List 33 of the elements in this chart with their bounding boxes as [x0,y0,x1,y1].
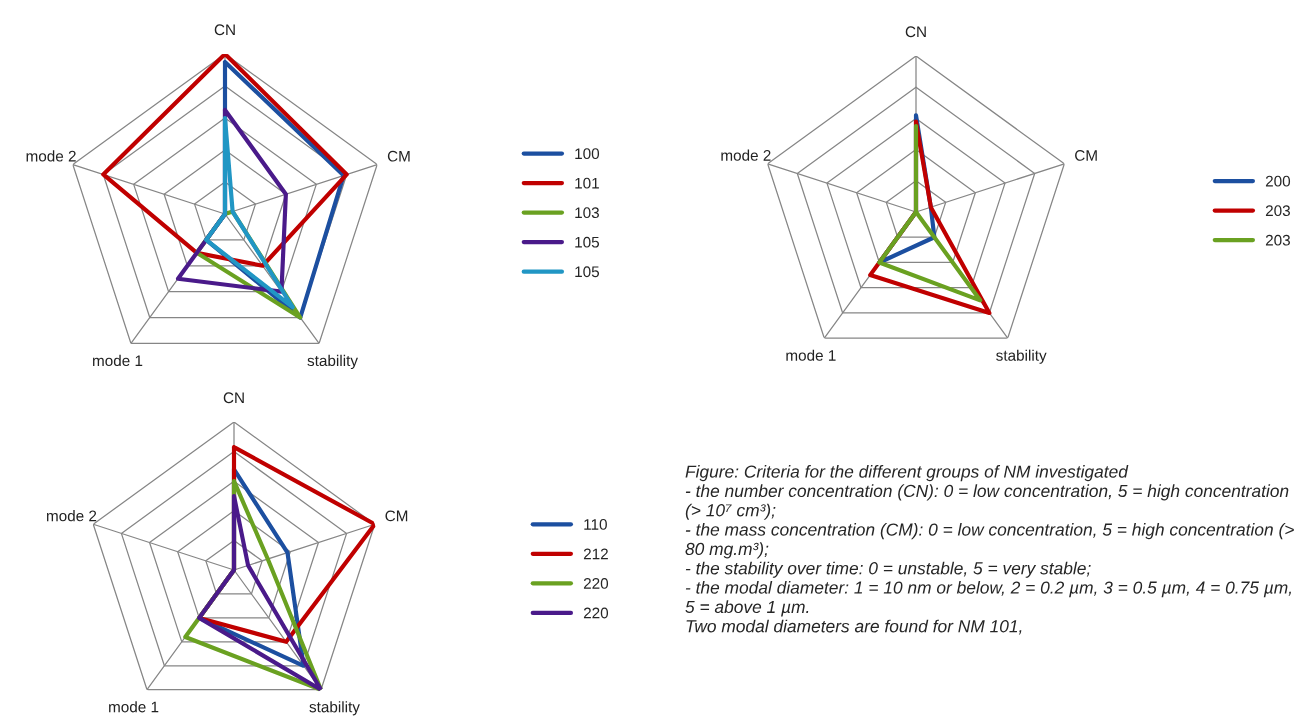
spoke-label: mode 2 [721,149,771,161]
legend-label: 110 [584,519,607,530]
legend-label: 212 [583,548,608,560]
legend-label: 200 [1265,175,1291,187]
text: Figure: Criteria for the different groups of NM investigated [685,465,1129,482]
text: - the number concentration (CN): 0 = low concentration, 5 = high concentration (> 10⁷ cm³); [685,484,1289,520]
legend-label: 203 [1265,234,1290,246]
legend-label: 103 [575,207,599,219]
spoke-label: mode 1 [93,354,143,367]
spoke-label: CN [905,26,926,38]
text: - the mass concentration (CM): 0 = low concentration, 5 = high concentration (> 80 mg.m³); [685,522,1294,559]
spoke-label: mode 1 [786,349,836,361]
spoke-label: mode 2 [46,510,97,522]
legend-label: 203 [1265,205,1290,217]
spoke-label: stability [309,701,360,716]
spoke-label: CM [387,150,410,162]
legend-label: 105 [575,266,600,278]
legend-label: 105 [575,236,600,248]
spoke-label: mode 2 [26,150,76,162]
spoke-label: CM [1075,149,1097,161]
legend-label: 220 [583,578,609,589]
spoke-label: stability [307,354,358,370]
spoke-label: mode 1 [109,701,159,713]
spoke-label: stability [996,349,1047,364]
spoke-label: CN [214,24,235,36]
text: Two modal diameters are found for NM 101, [686,619,1022,635]
legend-label: 220 [583,607,609,619]
text: - the modal diameter: 1 = 10 nm or below, 2 = 0.2 µm, 3 = 0.5 µm, 4 = 0.75 µm, 5 = above 1 µm. [685,580,1292,617]
spoke-label: CN [223,392,244,404]
legend-label: 100 [575,148,600,160]
text: - the stability over time: 0 = unstable, 5 = very stable; [685,561,1091,578]
spoke-label: CM [385,510,408,522]
legend-label: 101 [575,177,599,189]
